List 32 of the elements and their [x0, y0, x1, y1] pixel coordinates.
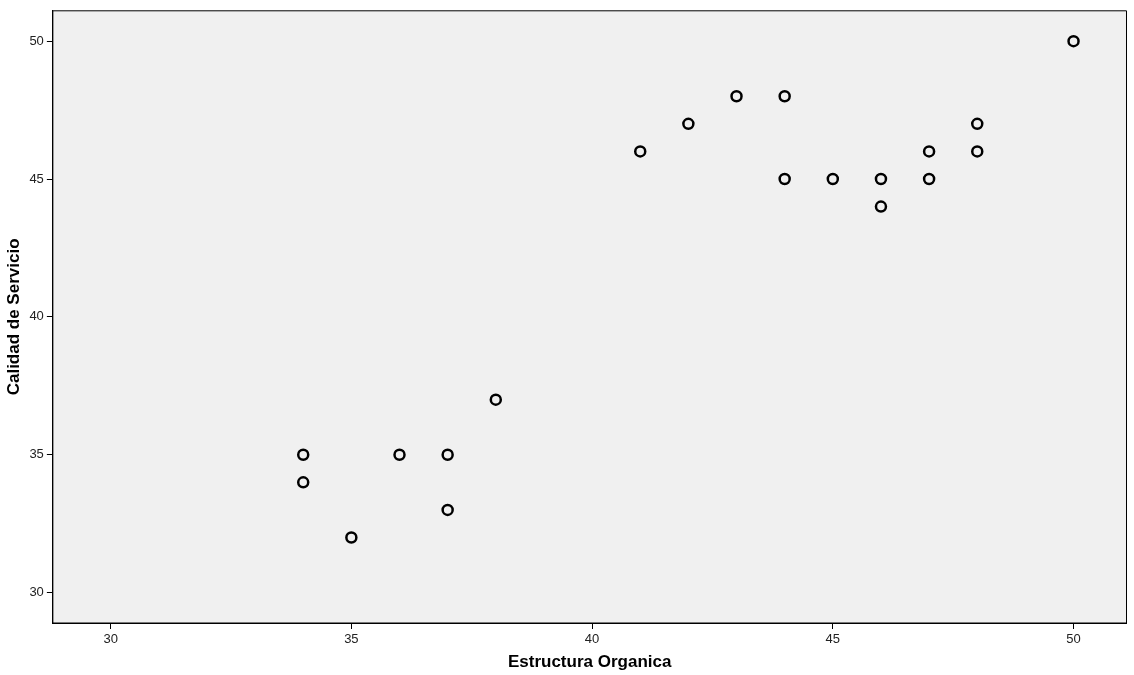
point — [922, 145, 936, 158]
y-tick-label: 30 — [29, 584, 44, 600]
point — [874, 172, 888, 186]
point — [778, 172, 791, 186]
y-tick-label: 35 — [29, 446, 44, 462]
y-tick-label: 50 — [29, 32, 44, 48]
x-tick-label: 50 — [1066, 631, 1081, 647]
x-tick-label: 30 — [103, 631, 118, 647]
y-tick-label: 45 — [29, 170, 44, 186]
x-tick-label: 35 — [344, 631, 359, 647]
x-axis-title: Estructura Organica — [507, 652, 672, 672]
y-axis-title: Calidad de Servicio — [3, 238, 23, 396]
y-tick-label: 40 — [29, 308, 44, 324]
point — [682, 117, 695, 131]
x-tick-label: 40 — [584, 631, 600, 647]
point — [971, 117, 984, 131]
point — [393, 448, 406, 462]
point — [633, 145, 647, 158]
point — [489, 393, 503, 406]
point — [441, 448, 454, 462]
point — [1067, 34, 1080, 48]
point — [778, 90, 791, 103]
point — [296, 448, 310, 462]
point — [826, 172, 840, 186]
point — [345, 531, 358, 544]
point — [730, 90, 743, 103]
point — [296, 476, 310, 489]
point — [922, 172, 936, 186]
point — [971, 145, 984, 158]
point — [874, 200, 888, 213]
x-tick-label: 45 — [825, 631, 841, 647]
point — [441, 503, 454, 517]
